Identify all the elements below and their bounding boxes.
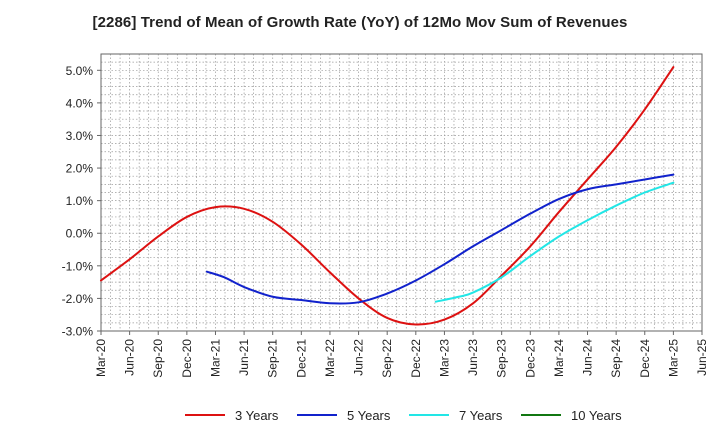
y-tick-label: 5.0% — [66, 64, 94, 78]
legend-swatch-5-years — [297, 414, 337, 416]
y-tick-label: -3.0% — [62, 325, 94, 339]
x-tick-label: Mar-20 — [94, 339, 108, 377]
x-tick-label: Dec-20 — [180, 339, 194, 378]
legend-label-7-years: 7 Years — [459, 407, 503, 423]
chart-title: [2286] Trend of Mean of Growth Rate (YoY… — [92, 14, 628, 31]
legend-swatch-3-years — [185, 414, 225, 416]
x-tick-label: Jun-25 — [695, 339, 709, 376]
x-tick-label: Mar-23 — [437, 339, 451, 377]
x-tick-label: Mar-25 — [666, 339, 680, 377]
y-tick-label: 4.0% — [66, 96, 94, 110]
y-tick-label: -1.0% — [62, 259, 94, 273]
legend-label-5-years: 5 Years — [347, 407, 391, 423]
series-layer — [100, 66, 675, 326]
grid-layer — [101, 53, 702, 331]
plot-frame — [100, 53, 703, 332]
series-line-3-years — [100, 66, 675, 326]
legend-item-10-years: 10 Years — [521, 404, 622, 426]
x-tick-label: Dec-23 — [523, 339, 537, 378]
legend-label-10-years: 10 Years — [571, 407, 622, 423]
y-tick-label: 3.0% — [66, 129, 94, 143]
y-tick-label: 1.0% — [66, 194, 94, 208]
x-tick-label: Sep-23 — [495, 339, 509, 378]
series-line-5-years — [205, 173, 675, 305]
x-tick-label: Dec-21 — [294, 339, 308, 378]
x-tick-label: Sep-24 — [609, 339, 623, 378]
axis-layer — [97, 53, 703, 335]
x-tick-label: Jun-20 — [123, 339, 137, 376]
legend-item-7-years: 7 Years — [409, 404, 502, 426]
legend-swatch-10-years — [521, 414, 561, 416]
x-tick-label: Sep-20 — [151, 339, 165, 378]
x-tick-label: Mar-24 — [552, 339, 566, 377]
legend-item-5-years: 5 Years — [297, 404, 390, 426]
x-tick-label: Dec-24 — [638, 339, 652, 378]
y-tick-label: 2.0% — [66, 162, 94, 176]
x-tick-label: Jun-24 — [581, 339, 595, 376]
x-tick-label: Dec-22 — [409, 339, 423, 378]
x-tick-label: Sep-21 — [266, 339, 280, 378]
legend-label-3-years: 3 Years — [235, 407, 279, 423]
x-tick-label: Sep-22 — [380, 339, 394, 378]
x-tick-label: Jun-23 — [466, 339, 480, 376]
legend: 3 Years 5 Years 7 Years 10 Years — [0, 404, 720, 426]
y-tick-label: -2.0% — [62, 292, 94, 306]
plot-background — [101, 54, 702, 331]
legend-item-3-years: 3 Years — [185, 404, 278, 426]
x-tick-label: Jun-22 — [352, 339, 366, 376]
x-tick-label: Mar-22 — [323, 339, 337, 377]
legend-swatch-7-years — [409, 414, 449, 416]
series-line-7-years — [434, 181, 675, 303]
y-tick-label: 0.0% — [66, 227, 94, 241]
x-tick-label: Jun-21 — [237, 339, 251, 376]
x-tick-label: Mar-21 — [208, 339, 222, 377]
tick-labels: -3.0% -2.0% -1.0% 0.0% 1.0% 2.0% 3.0% 4.0% 5.0% M… — [62, 64, 709, 378]
